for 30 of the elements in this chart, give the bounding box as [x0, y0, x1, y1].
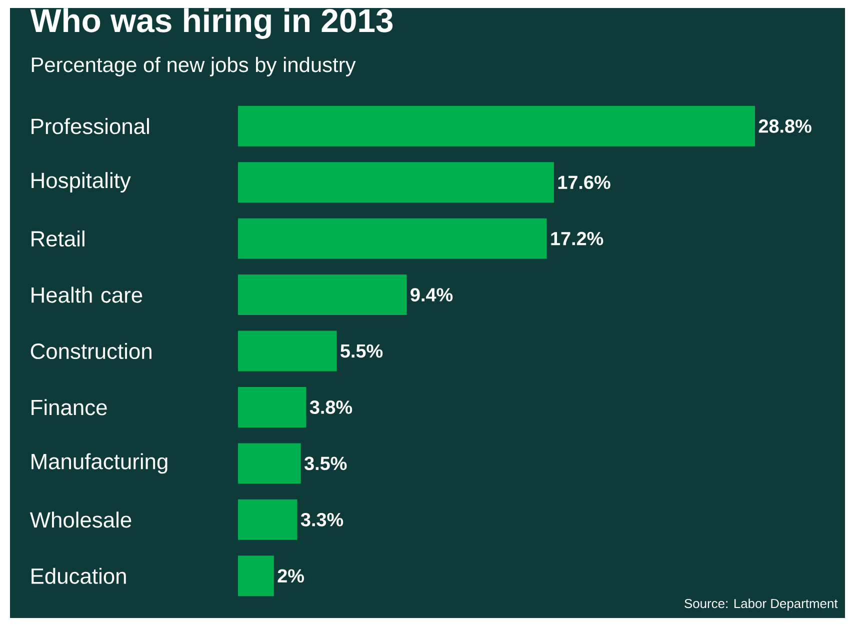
data-label: 9.4% [410, 288, 453, 302]
data-label: 2% [278, 569, 304, 583]
annotation: Source: Labor Department [684, 598, 838, 611]
y-tick-label: Health care [32, 286, 142, 303]
y-tick-label: Professional [32, 118, 149, 134]
bar [238, 274, 407, 316]
data-label: 5.5% [340, 344, 383, 358]
y-tick-label: Education [32, 568, 126, 584]
y-tick-label: Wholesale [30, 512, 132, 528]
bar [238, 386, 306, 428]
y-tick-label: Finance [32, 399, 107, 416]
y-tick-label: Retail [32, 230, 84, 247]
bar [238, 106, 756, 146]
bar [238, 556, 274, 596]
data-label: 3.3% [300, 512, 344, 526]
bar [238, 330, 337, 372]
y-tick-label: Construction [30, 342, 152, 360]
bar [238, 162, 554, 203]
chart-subtitle: Percentage of new jobs by industry [32, 56, 356, 76]
bar [238, 443, 301, 484]
bar [238, 499, 298, 540]
bar [238, 218, 547, 259]
data-label: 28.8% [758, 119, 812, 133]
chart-title: Who was hiring in 2013 [30, 8, 393, 39]
y-tick-label: Manufacturing [32, 453, 168, 474]
y-tick-label: Hospitality [32, 172, 131, 193]
data-label: 17.2% [551, 232, 604, 246]
data-label: 17.6% [558, 176, 610, 190]
data-label: 3.8% [310, 400, 352, 414]
data-label: 3.5% [304, 456, 347, 470]
